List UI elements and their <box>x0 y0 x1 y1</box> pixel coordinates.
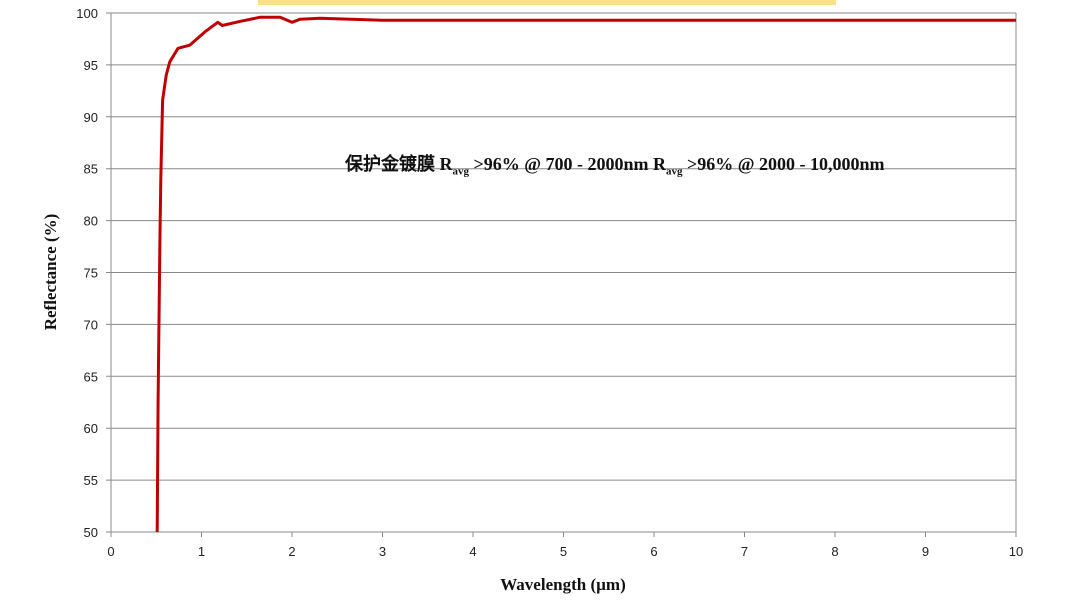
y-axis-label: Reflectance (%) <box>41 214 60 331</box>
series-line <box>155 15 1016 533</box>
y-tick-label: 80 <box>84 214 98 229</box>
y-tick-label: 100 <box>76 6 98 21</box>
y-tick-label: 85 <box>84 162 98 177</box>
x-tick-label: 1 <box>198 544 205 559</box>
y-tick-label: 95 <box>84 58 98 73</box>
x-tick-label: 9 <box>922 544 929 559</box>
x-tick-label: 0 <box>107 544 114 559</box>
highlight-bar <box>258 0 836 5</box>
x-tick-label: 7 <box>741 544 748 559</box>
x-axis-label: Wavelength (µm) <box>500 575 625 594</box>
y-tick-label: 90 <box>84 110 98 125</box>
annotation: 保护金镀膜 Ravg >96% @ 700 - 2000nm Ravg >96%… <box>345 154 885 178</box>
y-tick-label: 50 <box>84 525 98 540</box>
x-tick-label: 6 <box>650 544 657 559</box>
x-tick-label: 8 <box>831 544 838 559</box>
y-tick-label: 70 <box>84 317 98 332</box>
y-tick-label: 55 <box>84 473 98 488</box>
y-tick-label: 75 <box>84 266 98 281</box>
x-tick-label: 4 <box>469 544 476 559</box>
x-tick-label: 10 <box>1009 544 1023 559</box>
y-tick-label: 60 <box>84 421 98 436</box>
x-tick-label: 3 <box>379 544 386 559</box>
x-tick-label: 2 <box>288 544 295 559</box>
y-tick-label: 65 <box>84 369 98 384</box>
x-tick-label: 5 <box>560 544 567 559</box>
